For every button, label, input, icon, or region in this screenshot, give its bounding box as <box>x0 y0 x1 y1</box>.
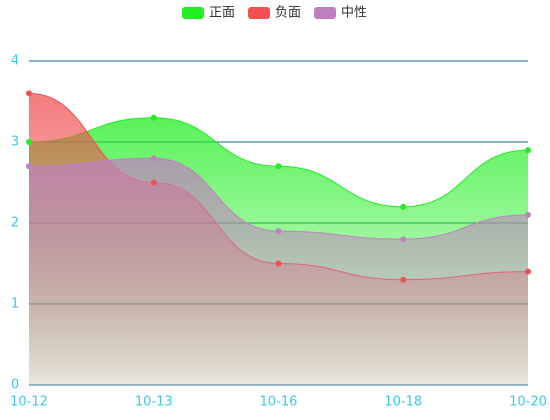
legend-swatch[interactable] <box>182 7 204 19</box>
point <box>525 147 531 154</box>
y-tick-label: 2 <box>11 216 19 231</box>
point <box>275 260 282 267</box>
legend-label: 正面 <box>209 6 235 21</box>
point <box>400 276 407 283</box>
point <box>275 163 282 170</box>
point <box>26 90 32 97</box>
x-tick-label: 10-12 <box>10 395 48 410</box>
y-tick-label: 0 <box>11 378 19 393</box>
point <box>400 236 407 243</box>
legend-swatch[interactable] <box>248 7 271 19</box>
y-tick-label: 4 <box>11 54 19 69</box>
x-tick-label: 10-16 <box>260 395 298 410</box>
legend-label: 负面 <box>275 6 301 21</box>
point <box>275 228 282 235</box>
legend-swatch[interactable] <box>314 7 337 19</box>
point <box>400 203 407 210</box>
point <box>26 163 32 170</box>
point <box>525 268 531 275</box>
point <box>525 211 531 218</box>
point <box>26 139 32 145</box>
point <box>150 155 157 162</box>
legend-label: 中性 <box>341 6 367 21</box>
point <box>150 114 157 121</box>
point <box>150 179 157 186</box>
x-tick-label: 10-18 <box>384 395 422 410</box>
area <box>29 158 528 385</box>
y-tick-label: 1 <box>11 297 19 312</box>
y-tick-label: 3 <box>11 135 19 150</box>
x-tick-label: 10-13 <box>135 395 173 410</box>
x-tick-label: 10-20 <box>509 395 547 410</box>
